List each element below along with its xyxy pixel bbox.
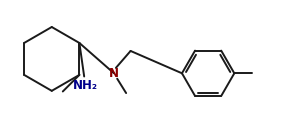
Text: N: N — [109, 67, 119, 80]
Text: NH₂: NH₂ — [73, 79, 98, 92]
